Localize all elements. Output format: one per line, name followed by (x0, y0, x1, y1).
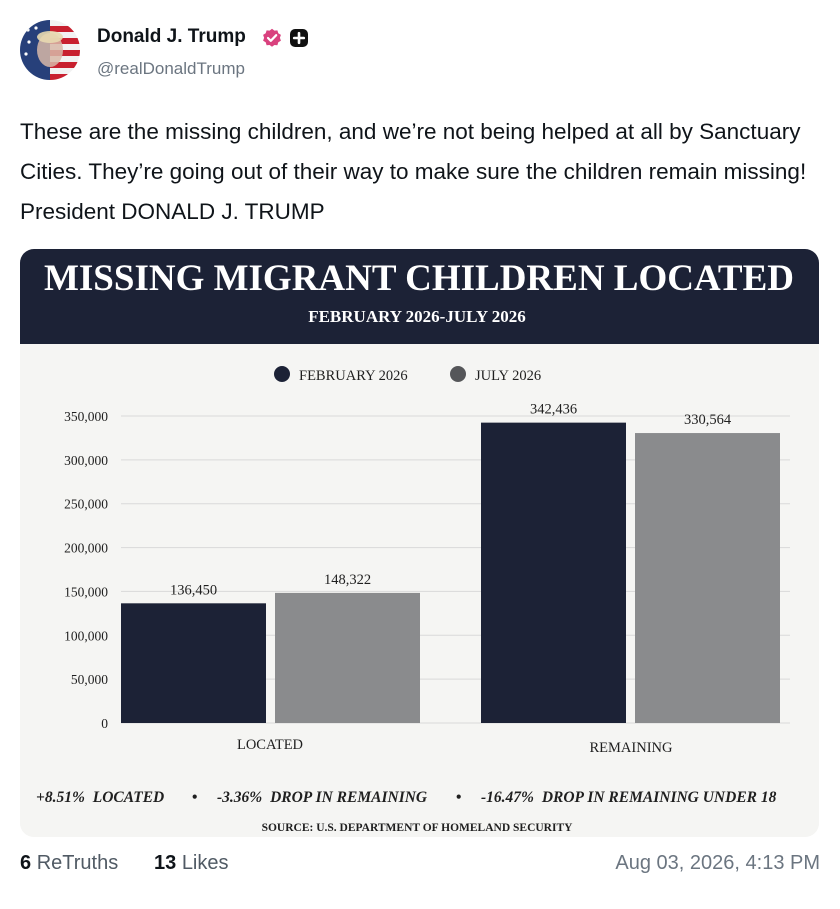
stat-separator-1: • (192, 789, 197, 806)
stat-drop-value: -3.36% (217, 789, 262, 806)
stat-under18-text: DROP IN REMAINING UNDER 18 (541, 789, 777, 806)
legend-label-july: JULY 2026 (475, 368, 541, 384)
retruths-count: 6 (20, 852, 32, 874)
y-axis-ticks: 0 50,000 100,000 150,000 200,000 250,000 300,0… (64, 409, 108, 731)
bar-value-label: 136,450 (170, 582, 217, 598)
chart-stats-line: +8.51% LOCATED • -3.36% DROP IN REMAININ… (36, 789, 777, 806)
bar-value-label: 330,564 (684, 412, 732, 428)
chart-image[interactable]: MISSING MIGRANT CHILDREN LOCATED FEBRUAR… (20, 249, 819, 837)
retruths-link[interactable]: 6 ReTruths (20, 852, 118, 875)
plus-badge-icon (290, 29, 308, 47)
post-text: These are the missing children, and we’r… (20, 119, 807, 224)
y-tick-label: 150,000 (64, 584, 108, 599)
bar-value-label: 342,436 (530, 402, 577, 418)
chart-source: SOURCE: U.S. DEPARTMENT OF HOMELAND SECU… (262, 822, 574, 834)
y-tick-label: 350,000 (64, 409, 108, 424)
stat-located-text: LOCATED (92, 789, 164, 806)
bar-value-label: 148,322 (324, 572, 371, 588)
bar-chart: MISSING MIGRANT CHILDREN LOCATED FEBRUAR… (20, 249, 819, 837)
bar-remaining-february (481, 422, 626, 723)
bar-located-july (275, 592, 420, 723)
display-name[interactable]: Donald J. Trump (97, 26, 246, 47)
bar-value-labels: 136,450 148,322 342,436 330,564 (170, 402, 732, 599)
retruths-label: ReTruths (36, 852, 119, 874)
category-label-remaining: REMAINING (590, 740, 673, 756)
y-tick-label: 100,000 (64, 628, 108, 643)
y-tick-label: 200,000 (64, 541, 108, 556)
y-tick-label: 50,000 (71, 672, 108, 687)
avatar-image (20, 20, 80, 80)
y-tick-label: 300,000 (64, 453, 108, 468)
y-tick-label: 250,000 (64, 497, 108, 512)
y-tick-label: 0 (101, 716, 108, 731)
post-timestamp[interactable]: Aug 03, 2026, 4:13 PM (615, 852, 820, 874)
chart-subtitle: FEBRUARY 2026-JULY 2026 (308, 307, 526, 326)
category-label-located: LOCATED (237, 737, 303, 753)
likes-label: Likes (181, 852, 229, 874)
legend-label-february: FEBRUARY 2026 (299, 368, 408, 384)
chart-title-banner (20, 249, 819, 344)
user-handle[interactable]: @realDonaldTrump (97, 59, 245, 78)
chart-title: MISSING MIGRANT CHILDREN LOCATED (44, 258, 794, 299)
avatar[interactable] (20, 20, 80, 80)
stat-separator-2: • (456, 789, 461, 806)
likes-link[interactable]: 13 Likes (154, 852, 229, 875)
stat-under18-value: -16.47% (481, 789, 534, 806)
legend-swatch-july (450, 366, 466, 382)
chart-legend: FEBRUARY 2026 JULY 2026 (274, 366, 541, 384)
likes-count: 13 (154, 852, 177, 874)
legend-swatch-february (274, 366, 290, 382)
bar-remaining-july (635, 433, 780, 723)
chart-bars (121, 422, 780, 723)
stat-drop-text: DROP IN REMAINING (269, 789, 428, 806)
post-footer: 6 ReTruths 13 Likes Aug 03, 2026, 4:13 P… (20, 850, 820, 880)
bar-located-february (121, 603, 266, 723)
verified-badge-icon (263, 28, 281, 47)
stat-located-value: +8.51% (36, 789, 85, 806)
